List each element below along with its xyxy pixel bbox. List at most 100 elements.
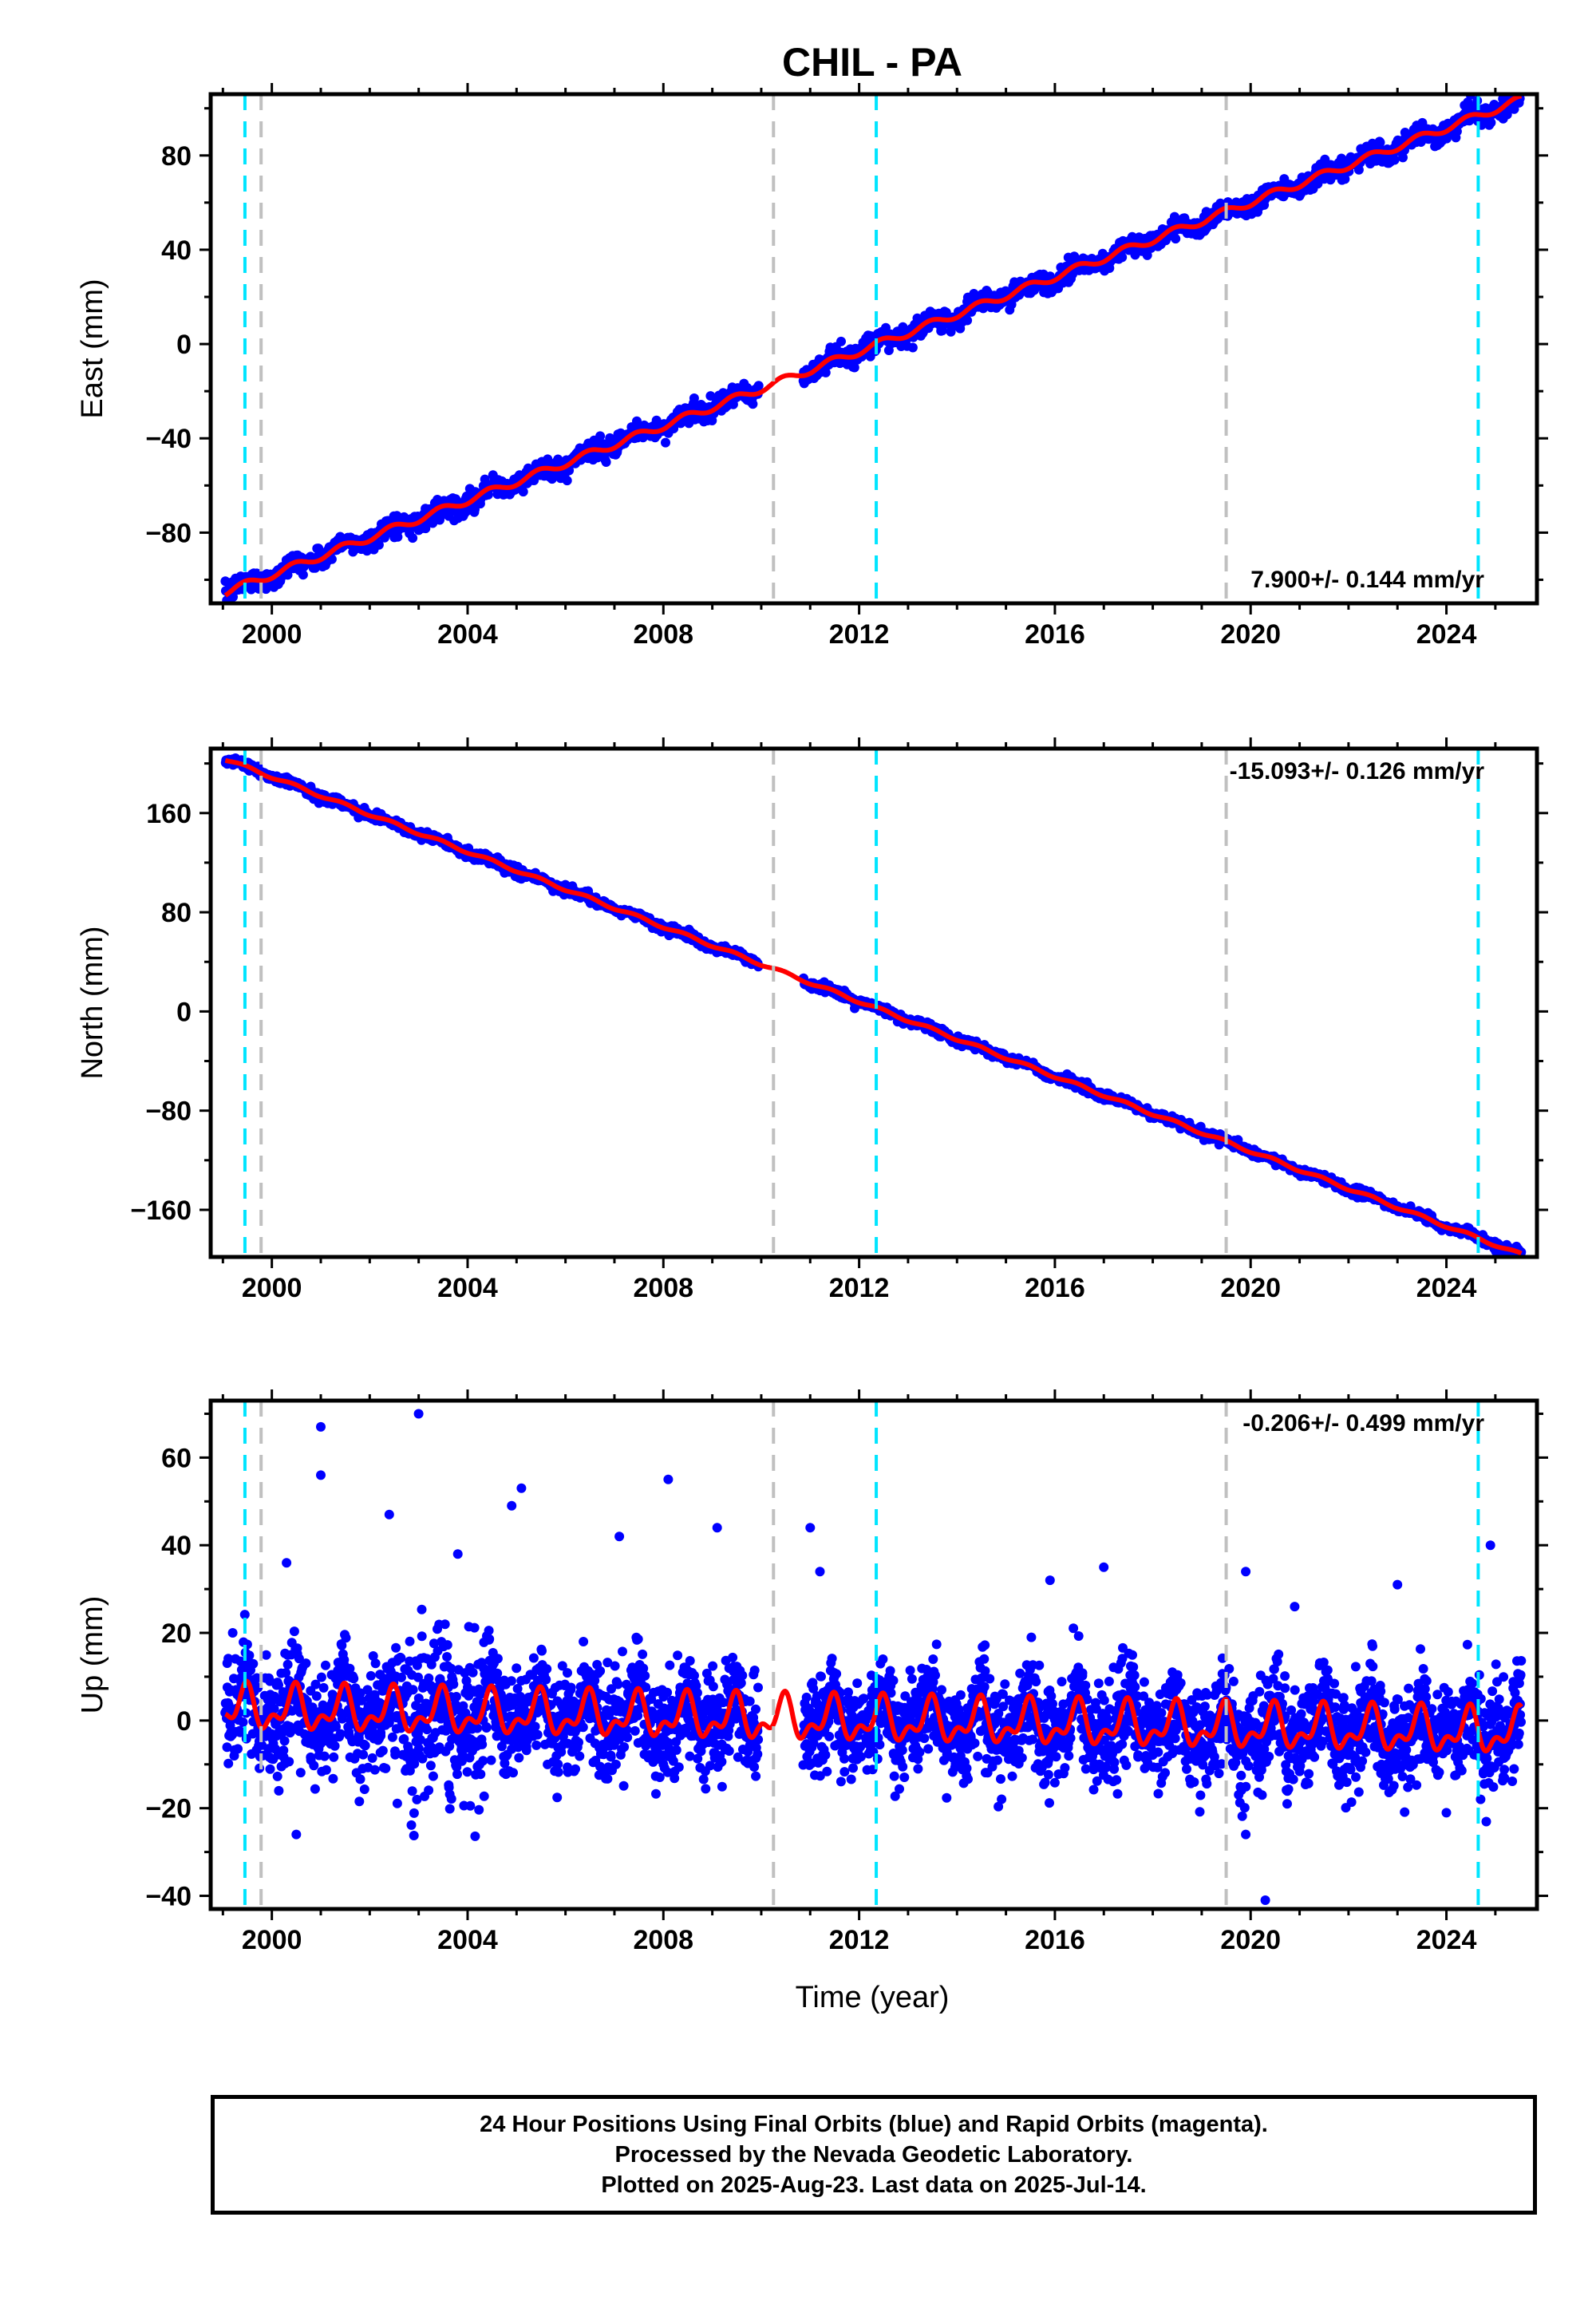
data-point — [595, 431, 606, 441]
data-point — [465, 1800, 476, 1811]
data-point — [348, 1672, 358, 1682]
data-point — [492, 1654, 503, 1664]
panel-north: 2000 2004 2008 2012 2016 2020 2024−160−8008016… — [76, 737, 1548, 1303]
data-point — [409, 1808, 419, 1818]
data-point — [478, 1756, 488, 1766]
y-tick-label: −80 — [145, 1097, 192, 1127]
data-point — [272, 1771, 282, 1781]
data-point — [318, 1682, 329, 1693]
y-tick-label: 80 — [161, 898, 192, 928]
y-tick-label: 80 — [161, 141, 192, 172]
x-tick-label: 2008 — [633, 1273, 693, 1303]
data-point — [295, 1768, 306, 1778]
data-point — [265, 1764, 275, 1774]
data-point — [506, 1676, 516, 1686]
data-point — [632, 416, 642, 426]
data-point — [359, 1784, 369, 1794]
data-point — [391, 1642, 401, 1653]
x-tick-label: 2000 — [242, 619, 302, 650]
data-point — [424, 1785, 434, 1796]
data-point — [358, 1749, 369, 1760]
data-point — [310, 1784, 320, 1794]
data-point — [373, 539, 384, 550]
data-point — [484, 1626, 494, 1636]
data-point — [477, 1739, 488, 1749]
x-tick-label: 2008 — [633, 619, 693, 650]
data-point — [907, 342, 918, 353]
data-point — [440, 1619, 450, 1630]
data-point — [530, 1721, 540, 1732]
data-point — [446, 1794, 456, 1804]
data-point — [849, 362, 859, 373]
data-point — [1375, 137, 1385, 148]
data-point — [409, 1831, 419, 1840]
data-point — [405, 1636, 415, 1646]
plot-area — [220, 1401, 1527, 1909]
x-tick-label: 2016 — [1025, 619, 1085, 650]
data-point — [531, 1740, 542, 1750]
data-point — [512, 1663, 522, 1674]
data-point — [452, 1769, 462, 1780]
data-point — [479, 1791, 489, 1801]
data-point — [689, 393, 699, 403]
data-point — [468, 1667, 478, 1678]
data-point — [301, 1658, 311, 1669]
data-point — [396, 1653, 406, 1663]
data-point — [316, 1672, 326, 1682]
data-point — [444, 1804, 455, 1814]
data-point — [367, 1753, 377, 1763]
data-point — [354, 1796, 365, 1807]
data-point — [532, 1729, 543, 1740]
data-point — [472, 1723, 483, 1733]
x-tick-label: 2012 — [829, 1273, 890, 1303]
data-point — [360, 1741, 370, 1751]
data-point — [574, 1737, 583, 1748]
data-point — [1486, 117, 1496, 128]
x-tick-label: 2004 — [437, 1273, 498, 1303]
daily-positions — [220, 94, 1525, 603]
data-point — [528, 1653, 539, 1663]
data-point — [355, 1774, 365, 1784]
data-point — [661, 437, 670, 448]
data-point — [370, 1658, 381, 1669]
data-point — [417, 1631, 427, 1642]
model-line — [223, 94, 1523, 598]
y-axis-label: East (mm) — [76, 279, 109, 418]
data-point — [462, 1767, 472, 1777]
data-point — [753, 381, 764, 391]
x-tick-label: 2020 — [1220, 619, 1281, 650]
data-point — [321, 1660, 330, 1670]
x-tick-label: 2024 — [1416, 619, 1477, 650]
data-point — [392, 1798, 402, 1808]
data-point — [566, 1682, 576, 1693]
data-point — [407, 1786, 417, 1796]
data-point — [552, 1792, 563, 1803]
data-point — [223, 1758, 234, 1769]
data-point — [508, 1768, 518, 1778]
daily-positions — [220, 1409, 1527, 1905]
data-point — [575, 1751, 585, 1761]
x-tick-label: 2012 — [829, 619, 890, 650]
data-point — [321, 1765, 331, 1775]
data-point — [365, 1670, 376, 1681]
data-point — [279, 1736, 290, 1746]
data-point — [476, 1769, 486, 1780]
data-point — [962, 315, 973, 326]
data-point — [1142, 250, 1152, 260]
data-point — [328, 1773, 338, 1784]
data-point — [238, 1717, 248, 1727]
data-point — [330, 1741, 340, 1751]
y-axis-label: North (mm) — [76, 926, 109, 1079]
plot-area — [220, 94, 1525, 603]
data-point — [518, 487, 528, 497]
data-point — [442, 1652, 452, 1662]
chart-title: CHIL - PA — [782, 40, 962, 85]
data-point — [425, 1761, 436, 1771]
data-point — [261, 1650, 271, 1660]
data-point — [408, 1685, 418, 1695]
data-point — [381, 1763, 391, 1773]
data-point — [248, 1658, 259, 1669]
data-point — [451, 1692, 461, 1701]
data-point — [820, 367, 831, 377]
